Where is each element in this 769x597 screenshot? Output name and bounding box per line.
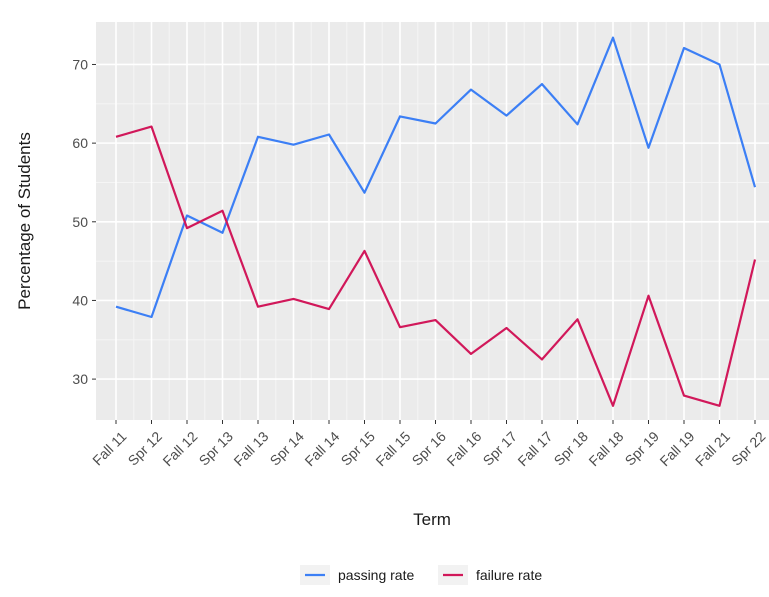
x-tick-label: Spr 19 xyxy=(621,428,662,469)
legend: passing rate failure rate xyxy=(300,565,542,585)
x-tick-label: Fall 19 xyxy=(656,428,697,469)
series-lines xyxy=(115,36,757,407)
x-tick-label: Fall 16 xyxy=(443,428,484,469)
x-tick-label: Fall 13 xyxy=(230,428,271,469)
series-line xyxy=(115,125,757,407)
x-tick-label: Spr 14 xyxy=(266,428,307,469)
y-tick-label: 70 xyxy=(72,56,88,72)
x-tick-label: Fall 21 xyxy=(692,428,733,469)
legend-label: failure rate xyxy=(476,567,542,583)
x-tick-label: Fall 14 xyxy=(301,428,342,469)
y-tick-label: 50 xyxy=(72,214,88,230)
x-axis-title: Term xyxy=(413,510,451,529)
x-tick-label: Fall 15 xyxy=(372,428,413,469)
x-tick-label: Spr 16 xyxy=(408,428,449,469)
x-tick-label: Fall 18 xyxy=(585,428,626,469)
y-tick-label: 60 xyxy=(72,135,88,151)
series-line xyxy=(115,36,757,319)
y-axis: 30 40 50 60 70 xyxy=(72,56,96,387)
x-tick-label: Spr 17 xyxy=(479,428,520,469)
x-tick-label: Spr 15 xyxy=(337,428,378,469)
x-tick-label: Fall 17 xyxy=(514,428,555,469)
x-tick-label: Spr 18 xyxy=(550,428,591,469)
y-axis-title: Percentage of Students xyxy=(15,132,34,310)
x-tick-label: Fall 12 xyxy=(159,428,200,469)
x-tick-label: Spr 22 xyxy=(728,428,769,469)
x-tick-label: Fall 11 xyxy=(89,428,129,468)
y-tick-label: 30 xyxy=(72,371,88,387)
x-tick-label: Spr 13 xyxy=(195,428,236,469)
y-tick-label: 40 xyxy=(72,292,88,308)
x-tick-label: Spr 12 xyxy=(124,428,165,469)
legend-label: passing rate xyxy=(338,567,414,583)
